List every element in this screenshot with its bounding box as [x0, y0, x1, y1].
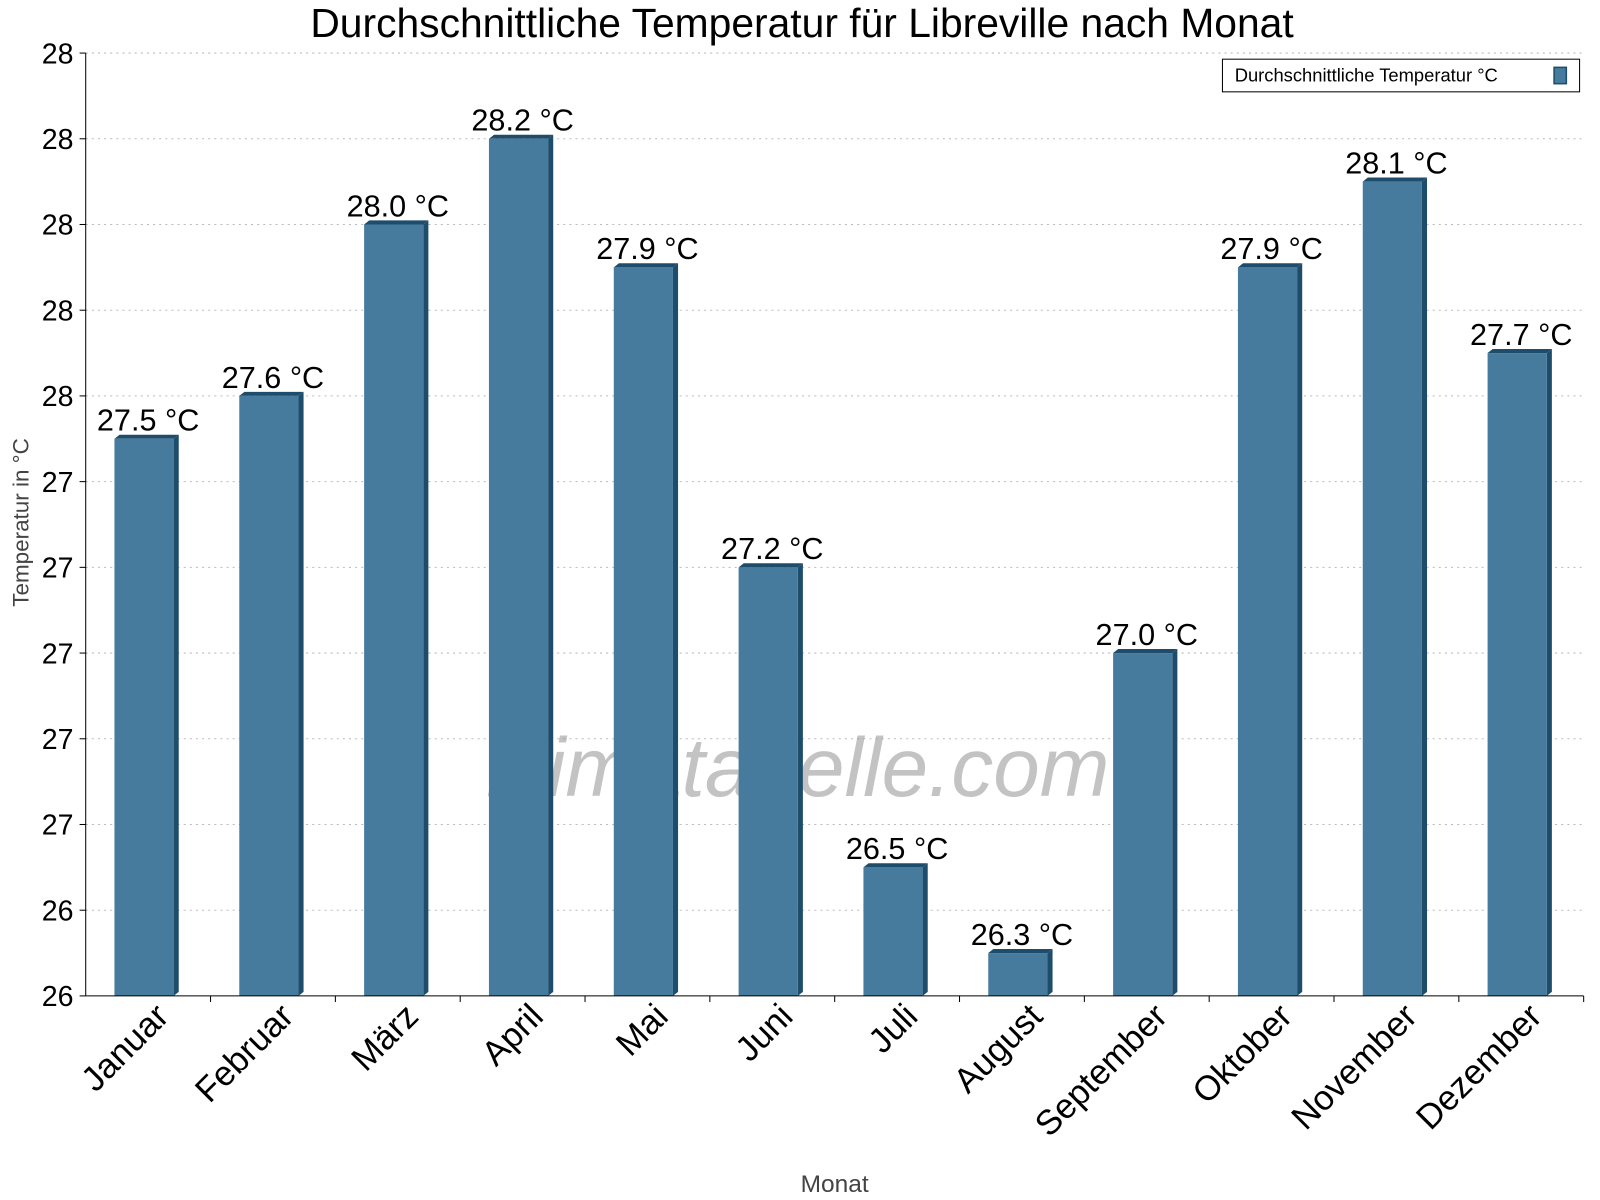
data-label: 26.5 °C: [846, 832, 948, 866]
bar: [613, 267, 673, 996]
bar-top: [863, 863, 928, 868]
bar: [1237, 267, 1298, 996]
bar-top: [738, 563, 803, 568]
bar-side: [298, 391, 304, 996]
bar-top: [239, 391, 304, 396]
bar-side: [1546, 348, 1552, 996]
bar: [863, 867, 923, 996]
data-label: 27.6 °C: [222, 361, 324, 395]
data-label: 28.0 °C: [347, 189, 449, 223]
data-label: 27.9 °C: [596, 232, 698, 266]
y-tick-label: 28: [42, 124, 74, 156]
x-tick-label: Oktober: [1186, 997, 1300, 1111]
bar: [114, 438, 174, 996]
bar: [364, 224, 424, 996]
legend-label: Durchschnittliche Temperatur °C: [1235, 65, 1498, 86]
bar: [1113, 653, 1173, 996]
legend: Durchschnittliche Temperatur °C: [1221, 58, 1581, 93]
x-tick-label: November: [1285, 997, 1425, 1137]
bar-side: [548, 134, 554, 996]
bar-side: [1297, 263, 1303, 996]
data-label: 28.2 °C: [471, 104, 573, 138]
y-tick-label: 28: [42, 381, 74, 413]
bar: [1362, 181, 1422, 996]
bar-top: [1362, 177, 1428, 182]
bar-top: [1113, 648, 1178, 654]
bar-side: [1047, 948, 1053, 996]
legend-swatch: [1553, 66, 1568, 85]
y-tick-label: 27: [42, 724, 74, 756]
x-tick-label: Dezember: [1409, 997, 1549, 1137]
bar-top: [1237, 263, 1303, 268]
bar: [1487, 353, 1547, 996]
y-tick-label: 26: [42, 981, 74, 1013]
x-tick-label: Juli: [862, 997, 926, 1061]
bar-side: [423, 220, 429, 996]
x-tick-label: März: [345, 997, 426, 1078]
x-tick-label: Mai: [609, 997, 675, 1063]
y-tick-label: 27: [42, 467, 74, 499]
bar-side: [797, 563, 803, 996]
bar-side: [1421, 177, 1428, 996]
bar-top: [114, 434, 179, 439]
x-tick-label: Januar: [74, 997, 176, 1099]
data-label: 27.0 °C: [1096, 618, 1198, 652]
data-label: 27.2 °C: [721, 532, 823, 566]
data-label: 28.1 °C: [1345, 146, 1447, 180]
x-tick-label: April: [475, 997, 551, 1073]
bar-side: [1172, 648, 1178, 996]
y-tick-label: 26: [42, 895, 74, 927]
bar-side: [173, 434, 179, 996]
gridlines: [85, 52, 1584, 911]
bar: [488, 138, 549, 996]
x-tick-label: September: [1028, 997, 1175, 1144]
x-tick-label: August: [947, 997, 1050, 1100]
data-label: 27.5 °C: [97, 404, 199, 438]
y-tick-label: 28: [42, 38, 74, 70]
bar-top: [364, 220, 429, 225]
data-label: 26.3 °C: [971, 918, 1073, 952]
bar: [239, 395, 299, 996]
x-tick-label: Juni: [729, 997, 801, 1069]
bar: [988, 953, 1048, 996]
y-tick-label: 27: [42, 553, 74, 585]
x-axis-label: Monat: [801, 1171, 869, 1198]
data-label: 27.9 °C: [1220, 232, 1322, 266]
chart-title: Durchschnittliche Temperatur für Librevi…: [310, 0, 1294, 46]
data-label: 27.7 °C: [1470, 318, 1572, 352]
y-tick-label: 27: [42, 638, 74, 670]
y-axis-label: Temperatur in °C: [9, 438, 34, 607]
bar: [738, 567, 798, 996]
y-tick-label: 28: [42, 210, 74, 242]
bar-side: [922, 863, 928, 996]
x-tick-label: Februar: [188, 997, 301, 1110]
bar-top: [488, 134, 554, 139]
bar-top: [1487, 348, 1552, 354]
y-tick-label: 28: [42, 295, 74, 327]
bar-top: [988, 948, 1053, 954]
bar-top: [613, 263, 679, 268]
y-tick-label: 27: [42, 810, 74, 842]
bar-side: [672, 263, 679, 996]
bars: 27.5 °C 27.6 °C 28.0 °C 28.2 °C 27.9 °C 27.2 …: [97, 104, 1572, 996]
